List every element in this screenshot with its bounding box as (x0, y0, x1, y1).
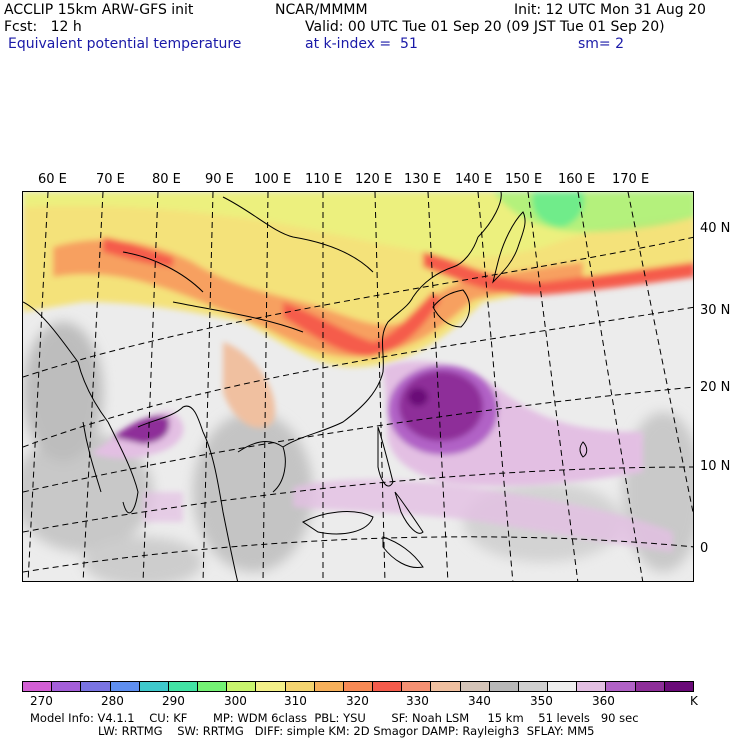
colorbar-swatch-0 (23, 682, 53, 691)
k-index-label: at k-index = 51 (305, 36, 418, 52)
colorbar-swatch-10 (314, 682, 344, 691)
lon-label-100e: 100 E (254, 172, 292, 187)
lon-label-120e: 120 E (355, 172, 393, 187)
colorbar-swatch-6 (198, 682, 228, 691)
colorbar-swatch-7 (227, 682, 257, 691)
lon-label-130e: 130 E (404, 172, 442, 187)
colorbar-swatch-14 (431, 682, 461, 691)
lat-label-30n: 30 N (700, 303, 731, 318)
graticule (23, 192, 693, 581)
lon-label-80e: 80 E (152, 172, 181, 187)
colorbar-label-280: 280 (101, 694, 124, 708)
warm-band (23, 192, 693, 428)
lon-label-150e: 150 E (505, 172, 543, 187)
colorbar-label-290: 290 (162, 694, 185, 708)
colorbar-swatch-19 (577, 682, 607, 691)
colorbar-swatch-20 (606, 682, 636, 691)
lat-label-40n: 40 N (700, 221, 731, 236)
colorbar (22, 681, 694, 692)
lat-label-20n: 20 N (700, 380, 731, 395)
colorbar-swatch-21 (635, 682, 665, 691)
smoothing-label: sm= 2 (578, 36, 625, 52)
colorbar-label-350: 350 (530, 694, 553, 708)
colorbar-swatch-12 (373, 682, 403, 691)
colorbar-swatch-11 (343, 682, 374, 691)
colorbar-swatch-1 (52, 682, 82, 691)
forecast-hour: Fcst: 12 h (4, 19, 82, 35)
colorbar-swatch-4 (139, 682, 169, 691)
colorbar-swatch-16 (489, 682, 519, 691)
colorbar-unit: K (690, 694, 698, 708)
colorbar-swatch-5 (168, 682, 199, 691)
lat-label-10n: 10 N (700, 459, 731, 474)
field-name: Equivalent potential temperature (8, 36, 242, 52)
colorbar-swatch-17 (518, 682, 549, 691)
colorbar-swatch-8 (256, 682, 286, 691)
model-title: ACCLIP 15km ARW-GFS init (4, 2, 194, 18)
colorbar-label-270: 270 (30, 694, 53, 708)
colorbar-label-360: 360 (592, 694, 615, 708)
init-time: Init: 12 UTC Mon 31 Aug 20 (514, 2, 706, 18)
theta-e-map (22, 191, 694, 582)
model-info-line2: LW: RRTMG SW: RRTMG DIFF: simple KM: 2D … (98, 724, 595, 738)
colorbar-swatch-18 (548, 682, 578, 691)
colorbar-label-300: 300 (224, 694, 247, 708)
colorbar-swatch-15 (460, 682, 490, 691)
colorbar-swatch-13 (402, 682, 432, 691)
colorbar-swatch-3 (110, 682, 140, 691)
lat-label-0: 0 (700, 541, 709, 556)
lon-label-60e: 60 E (38, 172, 67, 187)
lon-label-170e: 170 E (612, 172, 650, 187)
institution-label: NCAR/MMMM (275, 2, 368, 18)
map-field-svg (23, 192, 693, 581)
lon-label-160e: 160 E (558, 172, 596, 187)
coastlines (23, 192, 588, 581)
lon-label-110e: 110 E (305, 172, 343, 187)
lon-label-70e: 70 E (96, 172, 125, 187)
moist-regions (93, 361, 673, 552)
lon-label-90e: 90 E (205, 172, 234, 187)
colorbar-swatch-2 (81, 682, 111, 691)
colorbar-swatch-22 (664, 682, 693, 691)
colorbar-label-340: 340 (468, 694, 491, 708)
colorbar-label-330: 330 (406, 694, 429, 708)
colorbar-label-310: 310 (284, 694, 307, 708)
colorbar-swatch-9 (285, 682, 315, 691)
valid-time: Valid: 00 UTC Tue 01 Sep 20 (09 JST Tue … (305, 19, 665, 35)
colorbar-label-320: 320 (346, 694, 369, 708)
lon-label-140e: 140 E (455, 172, 493, 187)
model-info-line1: Model Info: V4.1.1 CU: KF MP: WDM 6class… (30, 711, 639, 725)
